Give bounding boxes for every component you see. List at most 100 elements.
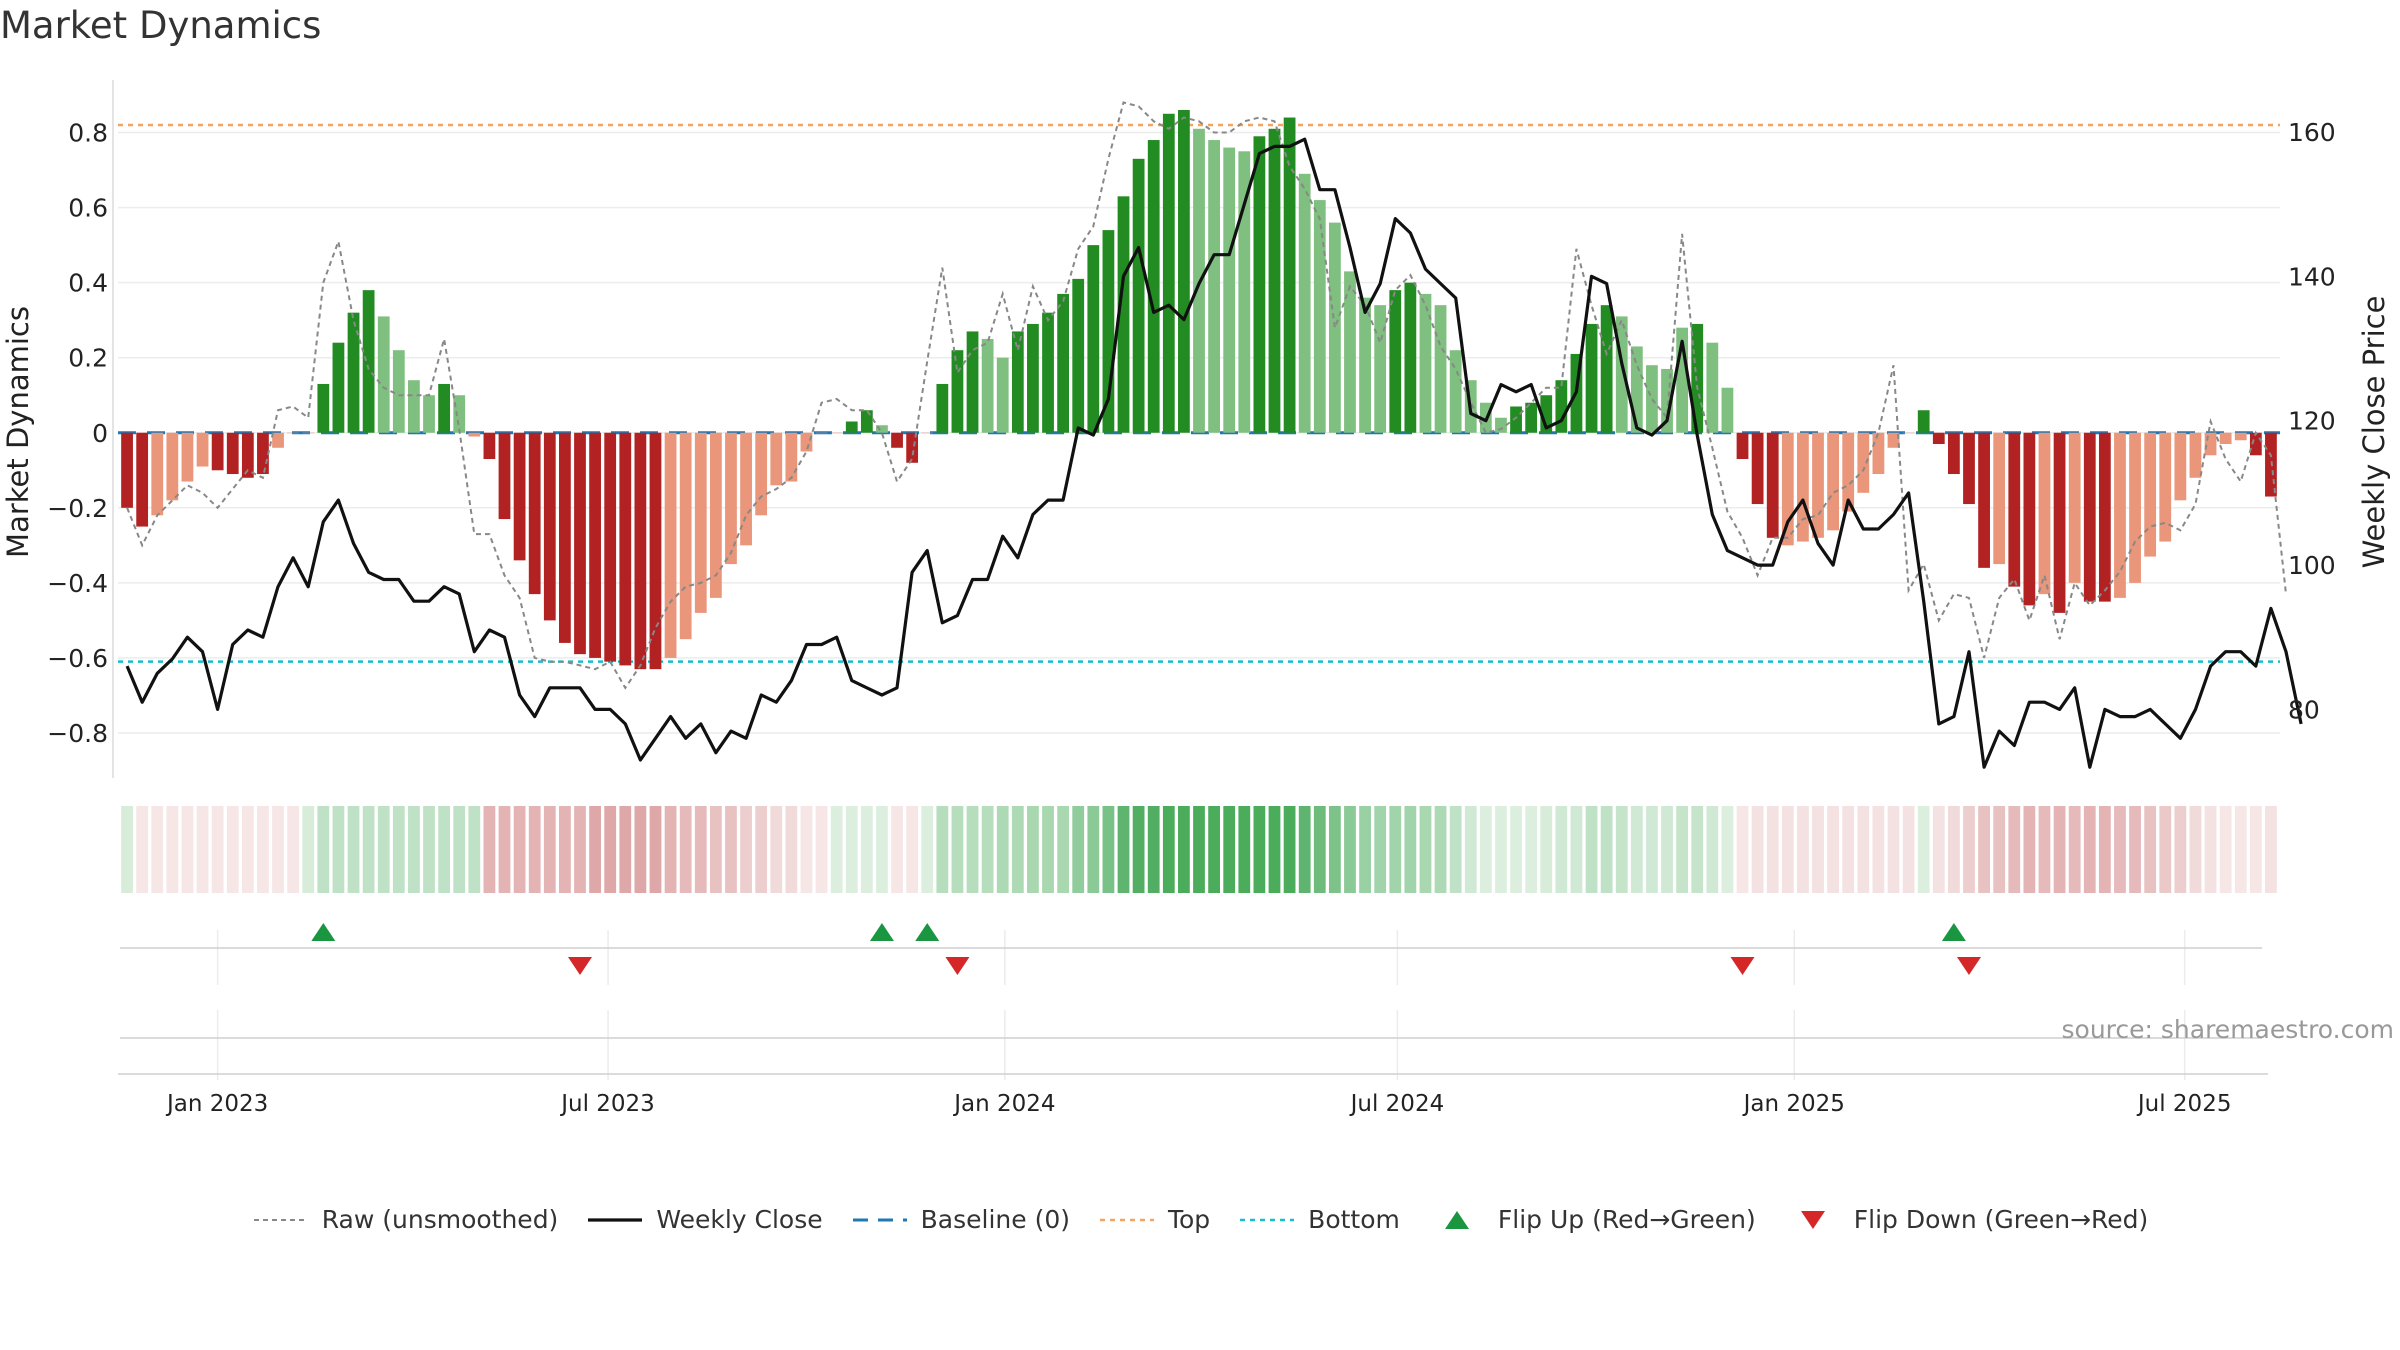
dynamics-bar xyxy=(181,432,194,482)
dynamics-bar xyxy=(876,425,888,433)
heat-cell xyxy=(966,806,979,893)
dynamics-bar xyxy=(1011,331,1024,433)
flip-markers-panel xyxy=(120,923,2262,975)
dynamics-bar xyxy=(1283,117,1296,433)
dynamics-bar xyxy=(1449,350,1462,433)
dynamics-bar xyxy=(1630,346,1643,433)
legend-item-bottom: Bottom xyxy=(1238,1205,1400,1234)
heat-cell xyxy=(408,806,420,893)
dynamics-bar xyxy=(1872,432,1885,475)
heat-cell xyxy=(2023,806,2036,893)
heat-cell xyxy=(1570,806,1583,893)
dynamics-bar xyxy=(2249,432,2262,456)
heat-cell xyxy=(604,806,617,893)
heat-cell xyxy=(1208,806,1220,893)
flip-down-marker xyxy=(1730,957,1755,975)
x-axis: Jan 2023 Jul 2023 Jan 2024 Jul 2024 Jan 2025… xyxy=(118,1073,2268,1117)
heat-cell xyxy=(498,806,511,893)
heat-cell xyxy=(860,806,873,893)
flip-up-marker xyxy=(1941,923,1966,941)
dynamics-bar xyxy=(860,410,873,433)
heat-cell xyxy=(1661,806,1673,893)
dynamics-bar xyxy=(2083,432,2096,602)
heat-cell xyxy=(2038,806,2051,893)
weekly-close-series xyxy=(125,137,2303,769)
dynamics-bar xyxy=(1132,158,1145,433)
dynamics-bar xyxy=(528,432,541,595)
x-tick-label: Jul 2023 xyxy=(559,1091,655,1117)
dynamics-bar xyxy=(634,432,647,670)
dynamics-bar xyxy=(543,432,556,621)
heat-cell xyxy=(2204,806,2217,893)
heat-cell xyxy=(619,806,632,893)
heat-cell xyxy=(996,806,1009,893)
dynamics-bar xyxy=(906,432,919,463)
dynamics-bar xyxy=(2189,432,2202,478)
heat-cell xyxy=(1872,806,1885,893)
dynamics-bar xyxy=(709,432,722,598)
dynamics-bar xyxy=(1525,402,1538,433)
heat-cell xyxy=(1374,806,1387,893)
dynamics-bar xyxy=(649,432,662,670)
heat-cell xyxy=(2129,806,2141,893)
y-tick-label: −0.4 xyxy=(47,569,108,598)
dynamics-bar xyxy=(1797,432,1809,542)
heat-cell xyxy=(1328,806,1341,893)
dynamics-bar xyxy=(1072,278,1085,433)
legend-label-flip_up: Flip Up (Red→Green) xyxy=(1497,1205,1756,1234)
heat-cell xyxy=(755,806,768,893)
flip-up-marker xyxy=(311,923,336,941)
dynamics-bar xyxy=(226,432,239,475)
dynamics-bar xyxy=(2008,432,2021,587)
dynamics-bar xyxy=(392,350,405,433)
heat-cell xyxy=(347,806,360,893)
heat-cell xyxy=(392,806,405,893)
dynamics-bar xyxy=(800,432,813,452)
heat-cell xyxy=(1193,806,1205,893)
heat-cell xyxy=(1691,806,1704,893)
dynamics-bar xyxy=(951,350,964,433)
heat-cell xyxy=(438,806,450,893)
dynamics-bar xyxy=(679,432,692,640)
dynamics-bar xyxy=(891,432,903,448)
dynamics-bar xyxy=(362,290,375,433)
dynamics-bar xyxy=(2098,432,2111,602)
heat-cell xyxy=(830,806,843,893)
legend: Raw (unsmoothed) Weekly Close Baseline (0)… xyxy=(0,1205,2400,1234)
heat-cell xyxy=(1540,806,1553,893)
heat-cell xyxy=(1117,806,1130,893)
legend-item-close: Weekly Close xyxy=(586,1205,823,1234)
y-tick-label: −0.2 xyxy=(47,494,108,523)
y-tick-label: 0.8 xyxy=(68,119,108,148)
dynamics-bar xyxy=(211,432,224,471)
heat-cell xyxy=(800,806,813,893)
heat-cell xyxy=(694,806,707,893)
dynamics-bar xyxy=(423,395,435,433)
dynamics-bar xyxy=(1706,342,1719,433)
heat-cell xyxy=(2249,806,2262,893)
x-tick-label: Jul 2024 xyxy=(1349,1091,1445,1117)
dynamics-bar xyxy=(981,338,994,433)
heat-cell xyxy=(1359,806,1371,893)
legend-item-flip_down: Flip Down (Green→Red) xyxy=(1784,1205,2148,1234)
legend-label-close: Weekly Close xyxy=(656,1205,823,1234)
dynamics-bar xyxy=(2038,432,2051,595)
dynamics-bar xyxy=(1027,323,1039,433)
x-tick-label: Jan 2023 xyxy=(165,1091,268,1117)
dynamics-bar xyxy=(1042,312,1054,433)
dynamics-bar xyxy=(1842,432,1855,512)
heat-cell xyxy=(845,806,858,893)
dynamics-bar xyxy=(1766,432,1779,538)
dynamics-bar xyxy=(936,383,949,433)
heat-cell xyxy=(1525,806,1538,893)
dynamics-bar xyxy=(1117,196,1130,433)
heat-cell xyxy=(1011,806,1024,893)
heat-cell xyxy=(1600,806,1613,893)
legend-symbol-top xyxy=(1099,1218,1154,1221)
dynamics-bar xyxy=(604,432,617,662)
heat-cell xyxy=(1389,806,1402,893)
heat-cell xyxy=(951,806,964,893)
legend-label-raw: Raw (unsmoothed) xyxy=(321,1205,559,1234)
heat-cell xyxy=(740,806,752,893)
heat-cell xyxy=(664,806,677,893)
